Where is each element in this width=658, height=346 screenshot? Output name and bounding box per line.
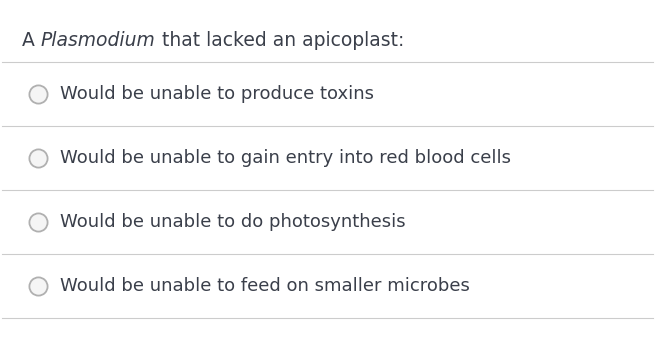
Point bbox=[33, 155, 43, 161]
Point bbox=[33, 283, 43, 289]
Point bbox=[33, 219, 43, 225]
Text: Would be unable to gain entry into red blood cells: Would be unable to gain entry into red b… bbox=[60, 149, 511, 167]
Text: Plasmodium: Plasmodium bbox=[41, 31, 156, 51]
Point bbox=[33, 91, 43, 97]
Text: Would be unable to feed on smaller microbes: Would be unable to feed on smaller micro… bbox=[60, 277, 470, 295]
Text: Would be unable to produce toxins: Would be unable to produce toxins bbox=[60, 85, 374, 103]
Text: A: A bbox=[22, 31, 41, 51]
Text: that lacked an apicoplast:: that lacked an apicoplast: bbox=[156, 31, 404, 51]
Text: Would be unable to do photosynthesis: Would be unable to do photosynthesis bbox=[60, 213, 405, 231]
